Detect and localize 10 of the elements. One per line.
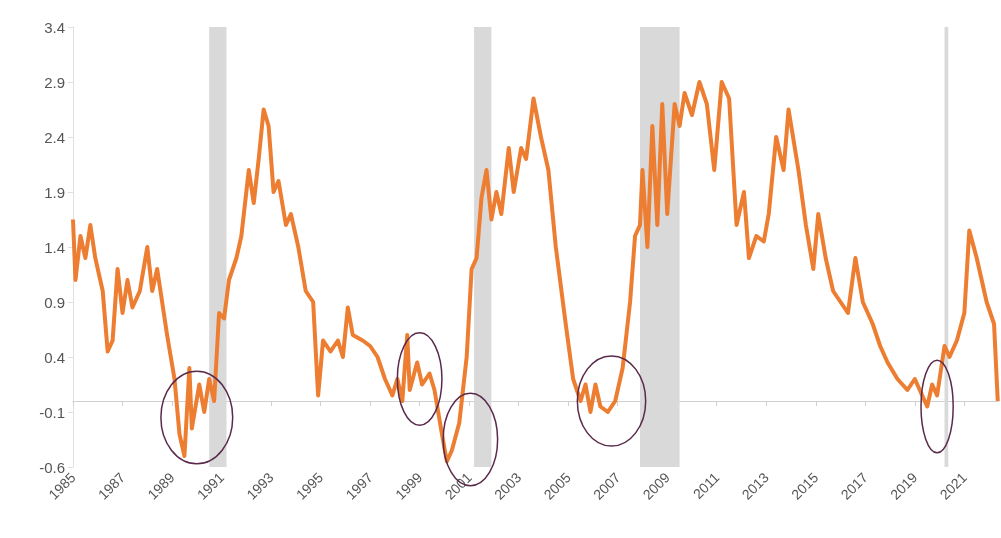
y-tick-label: 2.9 bbox=[44, 73, 65, 91]
y-tick-label: 3.4 bbox=[44, 18, 65, 36]
line-series bbox=[71, 80, 1000, 464]
y-tick-label: -0.1 bbox=[39, 403, 65, 421]
y-tick-label: 1.9 bbox=[44, 183, 65, 201]
y-tick-label: -0.6 bbox=[39, 458, 65, 476]
y-tick-label: 0.9 bbox=[44, 293, 65, 311]
y-tick-label: 1.4 bbox=[44, 238, 65, 256]
y-tick-label: 2.4 bbox=[44, 128, 65, 146]
y-tick-label: 0.4 bbox=[44, 348, 65, 366]
